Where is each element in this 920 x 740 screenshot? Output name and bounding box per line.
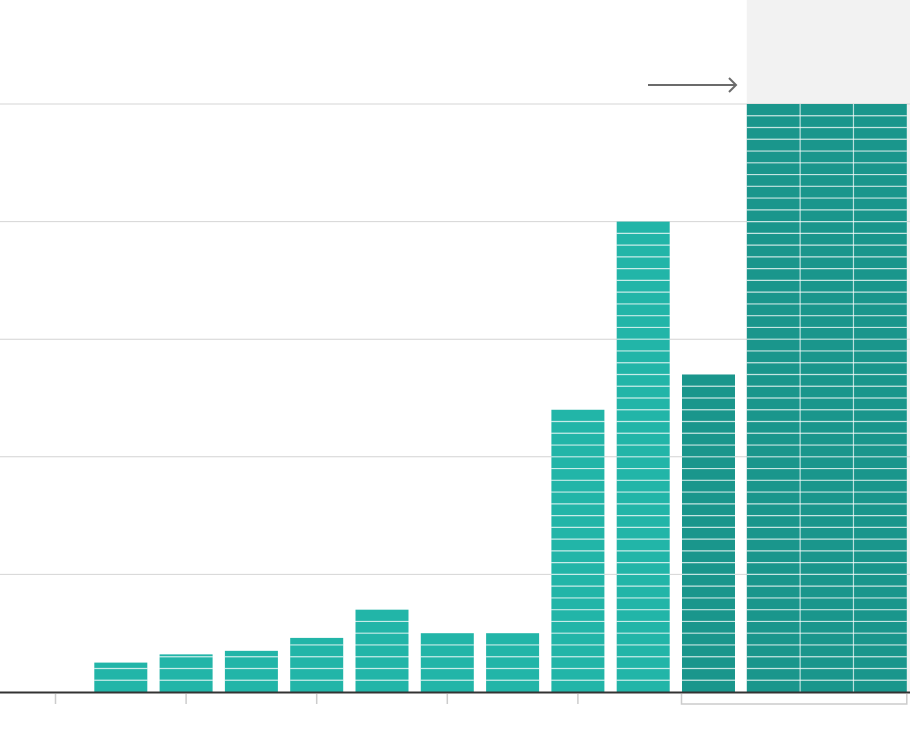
bar	[420, 633, 474, 692]
bar	[94, 662, 148, 692]
bar	[355, 609, 409, 692]
bar	[224, 650, 278, 692]
bar	[486, 633, 540, 692]
bar	[682, 374, 735, 692]
bar	[290, 637, 344, 692]
bar	[159, 654, 213, 692]
highlight-bracket	[680, 694, 908, 705]
arrow-right-icon	[648, 77, 738, 93]
